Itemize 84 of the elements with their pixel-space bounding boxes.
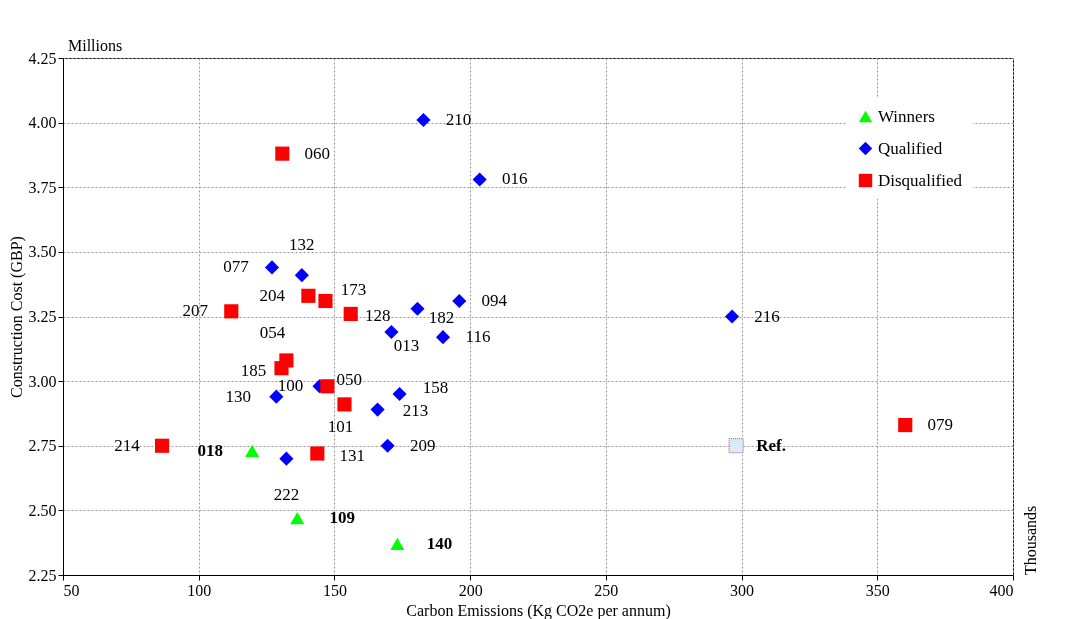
annotation: 213	[402, 400, 429, 420]
annotation: 216	[754, 306, 780, 326]
annotation: 214	[114, 435, 141, 455]
legend-label: Disqualified	[878, 170, 963, 190]
y-axis-title: Construction Cost (GBP)	[7, 236, 26, 398]
annotation: 173	[340, 279, 367, 299]
text: Thousands	[1022, 505, 1039, 575]
annotation: 182	[428, 307, 455, 327]
annotation: 013	[393, 336, 420, 356]
point	[452, 293, 467, 309]
y-tick-label: 2.50	[28, 501, 57, 519]
annotation: 222	[273, 484, 300, 504]
annotation: 060	[304, 143, 331, 163]
y-tick-label: 3.75	[28, 178, 57, 196]
annotation: 158	[422, 378, 449, 398]
point	[275, 146, 290, 161]
point	[370, 402, 385, 417]
annotation: 210	[445, 110, 472, 130]
point	[245, 444, 260, 458]
point	[155, 438, 170, 453]
annotation: 100	[277, 376, 304, 396]
point	[343, 306, 358, 321]
point	[390, 537, 405, 551]
point	[301, 288, 316, 303]
x-tick-label: 300	[730, 581, 755, 599]
annotation: 209	[409, 435, 436, 455]
annotation: 077	[223, 257, 250, 277]
point	[416, 112, 431, 128]
point	[310, 446, 325, 461]
annotation: 130	[225, 386, 252, 406]
annotation: 079	[927, 415, 953, 435]
annotation: 204	[259, 285, 286, 305]
point	[435, 330, 451, 345]
annotation: 185	[240, 361, 267, 381]
x-tick-label: 50	[63, 581, 80, 599]
x-axis-title: Carbon Emissions (Kg CO2e per annum)	[406, 601, 671, 619]
point	[392, 386, 407, 402]
x-tick-label: 150	[322, 581, 347, 599]
y-tick-label: 3.00	[28, 372, 57, 390]
annotation: 054	[259, 323, 286, 343]
point	[269, 389, 284, 404]
x-tick-label: 250	[594, 581, 619, 599]
point	[264, 260, 280, 275]
point	[224, 304, 239, 319]
point	[728, 438, 744, 454]
y-tick-label: 2.25	[28, 566, 57, 584]
x-tick-label: 350	[865, 581, 890, 599]
y-tick-label: 4.00	[28, 114, 57, 132]
annotation: Ref.	[756, 435, 787, 455]
point	[294, 268, 309, 283]
point	[337, 397, 352, 412]
point	[725, 309, 740, 324]
annotation: 207	[182, 301, 209, 321]
point	[279, 451, 294, 466]
y-tick-label: 4.25	[28, 49, 57, 67]
point	[898, 418, 913, 433]
annotation: 116	[465, 327, 491, 347]
y-tick-label: 2.75	[28, 437, 57, 455]
annotation: 131	[339, 445, 366, 465]
point	[384, 324, 399, 340]
annotation: 094	[481, 290, 508, 310]
annotation: 140	[426, 533, 453, 553]
point	[320, 379, 335, 394]
legend-label: Qualified	[878, 138, 943, 158]
annotation: 109	[329, 508, 355, 528]
annotation: 016	[501, 169, 528, 189]
point	[318, 293, 333, 309]
annotation: 050	[336, 370, 363, 390]
annotation: 018	[197, 440, 223, 460]
y-tick-label: 3.25	[28, 308, 57, 325]
annotation: 101	[327, 417, 354, 437]
point	[290, 512, 305, 525]
x-tick-label: 200	[458, 581, 483, 599]
point	[472, 172, 487, 187]
legend-label: Winners	[878, 106, 935, 126]
point	[380, 438, 395, 453]
text: Millions	[68, 37, 123, 54]
point	[410, 301, 425, 316]
y-tick-label: 3.50	[28, 243, 57, 261]
annotation: 132	[289, 235, 315, 255]
point	[274, 361, 289, 376]
x-tick-label: 400	[989, 581, 1014, 599]
x-tick-label: 100	[187, 581, 212, 599]
annotation: 128	[364, 305, 391, 325]
